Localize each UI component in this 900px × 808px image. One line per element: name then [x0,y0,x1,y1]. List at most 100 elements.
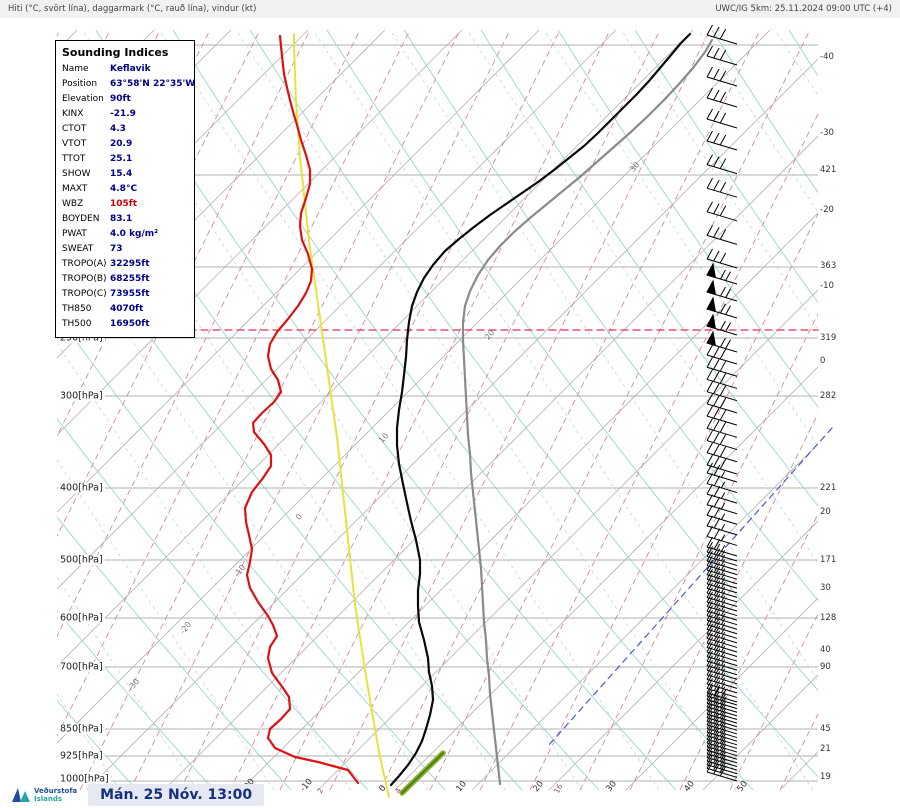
index-row: SWEAT 73 [56,242,194,257]
wind-barb [706,582,738,603]
wind-barb [706,330,738,353]
wind-barb [706,279,738,302]
wind-barb [706,369,738,389]
dewpoint-curve [243,34,360,785]
wind-barb [706,66,738,87]
index-value: 4.0 kg/m² [110,229,159,239]
wind-barb [706,650,738,671]
wind-barb [706,564,738,585]
wind-barb [706,637,738,657]
footer: Veðurstofa Íslands Mán. 25 Nóv. 13:00 [0,782,265,808]
index-label: TH850 [62,304,92,314]
index-value: -21.9 [110,109,136,119]
index-row: TTOT 25.1 [56,152,194,167]
logo-text-line2: Íslands [34,795,63,803]
index-label: TH500 [62,319,92,329]
index-value: 4.3 [110,124,126,134]
index-row: Position 63°58'N 22°35'W [56,77,196,92]
wind-barb-column [706,24,738,782]
logo-text: Veðurstofa Íslands [34,787,77,803]
blue-reference-dashed-line [547,427,833,747]
wind-barb [706,591,738,612]
index-value: 4.8°C [110,184,138,194]
index-label: PWAT [62,229,87,239]
wind-barb [706,154,738,175]
wind-barb [706,108,738,129]
index-row: TH500 16950ft [56,317,194,332]
yellow-reference-curve [293,33,390,798]
index-value: 105ft [110,199,138,209]
wind-barb [706,87,738,108]
wind-barb [706,130,738,151]
wind-barb [706,605,738,626]
index-label: KINX [62,109,84,119]
wind-barb [706,628,738,648]
wind-barb [706,660,738,680]
wind-barb [706,296,738,319]
index-row: PWAT 4.0 kg/m² [56,227,194,242]
wind-barb [706,356,738,377]
wind-barb [706,559,738,580]
index-row: VTOT 20.9 [56,137,194,152]
index-label: TTOT [62,154,86,164]
date-tab[interactable]: Mán. 25 Nóv. 13:00 [88,784,265,806]
wind-barb [706,313,738,336]
index-value: 32295ft [110,259,150,269]
wind-barb [706,632,738,653]
wind-barb [706,578,738,598]
wind-barb [706,669,738,689]
wind-barb [706,646,738,667]
wind-barb [706,393,738,414]
wind-barb [706,623,738,644]
wind-barb [706,596,738,617]
index-row: TROPO(B) 68255ft [56,272,194,287]
index-label: TROPO(C) [62,289,107,299]
indices-rows: Name Keflavik Position 63°58'N 22°35'W Eleva… [56,62,196,332]
wind-barb [706,546,738,567]
wind-barb [706,641,738,662]
wind-barb [706,541,738,562]
temperature-curve [389,32,692,787]
wind-barb [706,177,738,198]
model-run-label: UWC/IG 5km: 25.11.2024 09:00 UTC (+4) [715,4,892,14]
wind-barb [706,262,738,285]
index-label: VTOT [62,139,87,149]
wind-barb [706,673,738,694]
index-label: CTOT [62,124,87,134]
index-label: SHOW [62,169,91,179]
vedurstofa-logo-icon [12,788,30,802]
wind-barb [706,430,738,451]
gray-parcel-curve [461,38,714,786]
wind-barb [706,248,738,269]
index-row: KINX -21.9 [56,107,194,122]
index-row: MAXT 4.8°C [56,182,194,197]
index-row: BOYDEN 83.1 [56,212,194,227]
wind-barb [706,24,738,45]
index-row: Elevation 90ft [56,92,194,107]
index-label: MAXT [62,184,88,194]
index-label: Elevation [62,94,104,104]
wind-barb [706,655,738,676]
index-row: CTOT 4.3 [56,122,194,137]
index-label: SWEAT [62,244,94,254]
wind-barb [706,381,738,402]
wind-barb [706,45,738,66]
index-row: TROPO(A) 32295ft [56,257,194,272]
index-value: 16950ft [110,319,150,329]
index-label: BOYDEN [62,214,100,224]
wind-barb [706,201,738,222]
index-label: Name [62,64,89,74]
index-value: 73 [110,244,123,254]
index-value: Keflavik [110,64,151,74]
wind-barb [706,609,738,630]
index-label: Position [62,79,98,89]
index-value: 83.1 [110,214,133,224]
green-marker-segment-inner [401,752,444,794]
wind-barb [706,536,738,557]
wind-barb [706,573,738,594]
wind-barb [706,225,738,245]
index-value: 63°58'N 22°35'W [110,79,196,89]
wind-barb [706,619,738,639]
